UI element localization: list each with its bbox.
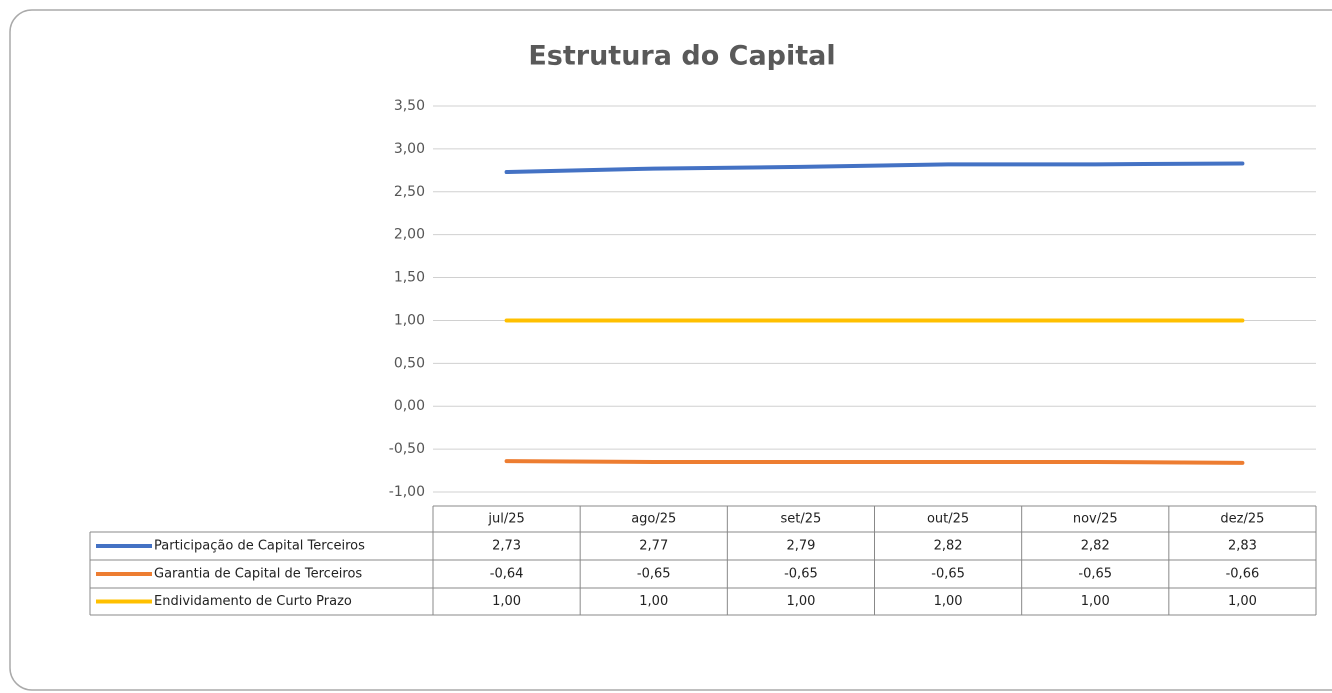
data-label: -0,65: [1078, 567, 1112, 582]
x-tick-label: set/25: [781, 512, 822, 527]
chart-frame: [9, 9, 1332, 691]
series-line: [504, 459, 1245, 465]
data-label: 1,00: [1081, 594, 1110, 609]
data-label: 1,00: [786, 594, 815, 609]
y-tick-label: 0,00: [394, 398, 425, 414]
x-tick-label: dez/25: [1220, 512, 1264, 527]
y-tick-label: 2,50: [394, 184, 425, 200]
data-label: -0,65: [784, 567, 818, 582]
data-label: -0,66: [1226, 567, 1260, 582]
data-label: 2,73: [492, 539, 521, 554]
data-label: 1,00: [639, 594, 668, 609]
series-line: [504, 161, 1245, 175]
data-label: 2,82: [934, 539, 963, 554]
data-label: -0,65: [931, 567, 965, 582]
chart-title: Estrutura do Capital: [528, 41, 835, 72]
data-label: 2,77: [639, 539, 668, 554]
data-label: 1,00: [1228, 594, 1257, 609]
legend-label: Participação de Capital Terceiros: [154, 539, 365, 554]
data-label: 1,00: [492, 594, 521, 609]
y-tick-label: 3,50: [394, 98, 425, 114]
y-tick-label: 0,50: [394, 355, 425, 371]
y-tick-label: -0,50: [389, 441, 425, 457]
legend-label: Garantia de Capital de Terceiros: [154, 567, 362, 582]
x-tick-label: jul/25: [487, 512, 524, 527]
data-label: 1,00: [934, 594, 963, 609]
x-tick-label: out/25: [927, 512, 969, 527]
y-tick-label: 1,50: [394, 270, 425, 286]
x-tick-label: ago/25: [631, 512, 676, 527]
data-label: 2,83: [1228, 539, 1257, 554]
data-label: 2,82: [1081, 539, 1110, 554]
data-label: 2,79: [786, 539, 815, 554]
legend-label: Endividamento de Curto Prazo: [154, 594, 352, 609]
x-tick-label: nov/25: [1073, 512, 1118, 527]
data-label: -0,65: [637, 567, 671, 582]
y-tick-label: 2,00: [394, 227, 425, 243]
y-tick-label: -1,00: [389, 484, 425, 500]
y-tick-label: 1,00: [394, 312, 425, 328]
y-tick-label: 3,00: [394, 141, 425, 157]
data-label: -0,64: [490, 567, 524, 582]
